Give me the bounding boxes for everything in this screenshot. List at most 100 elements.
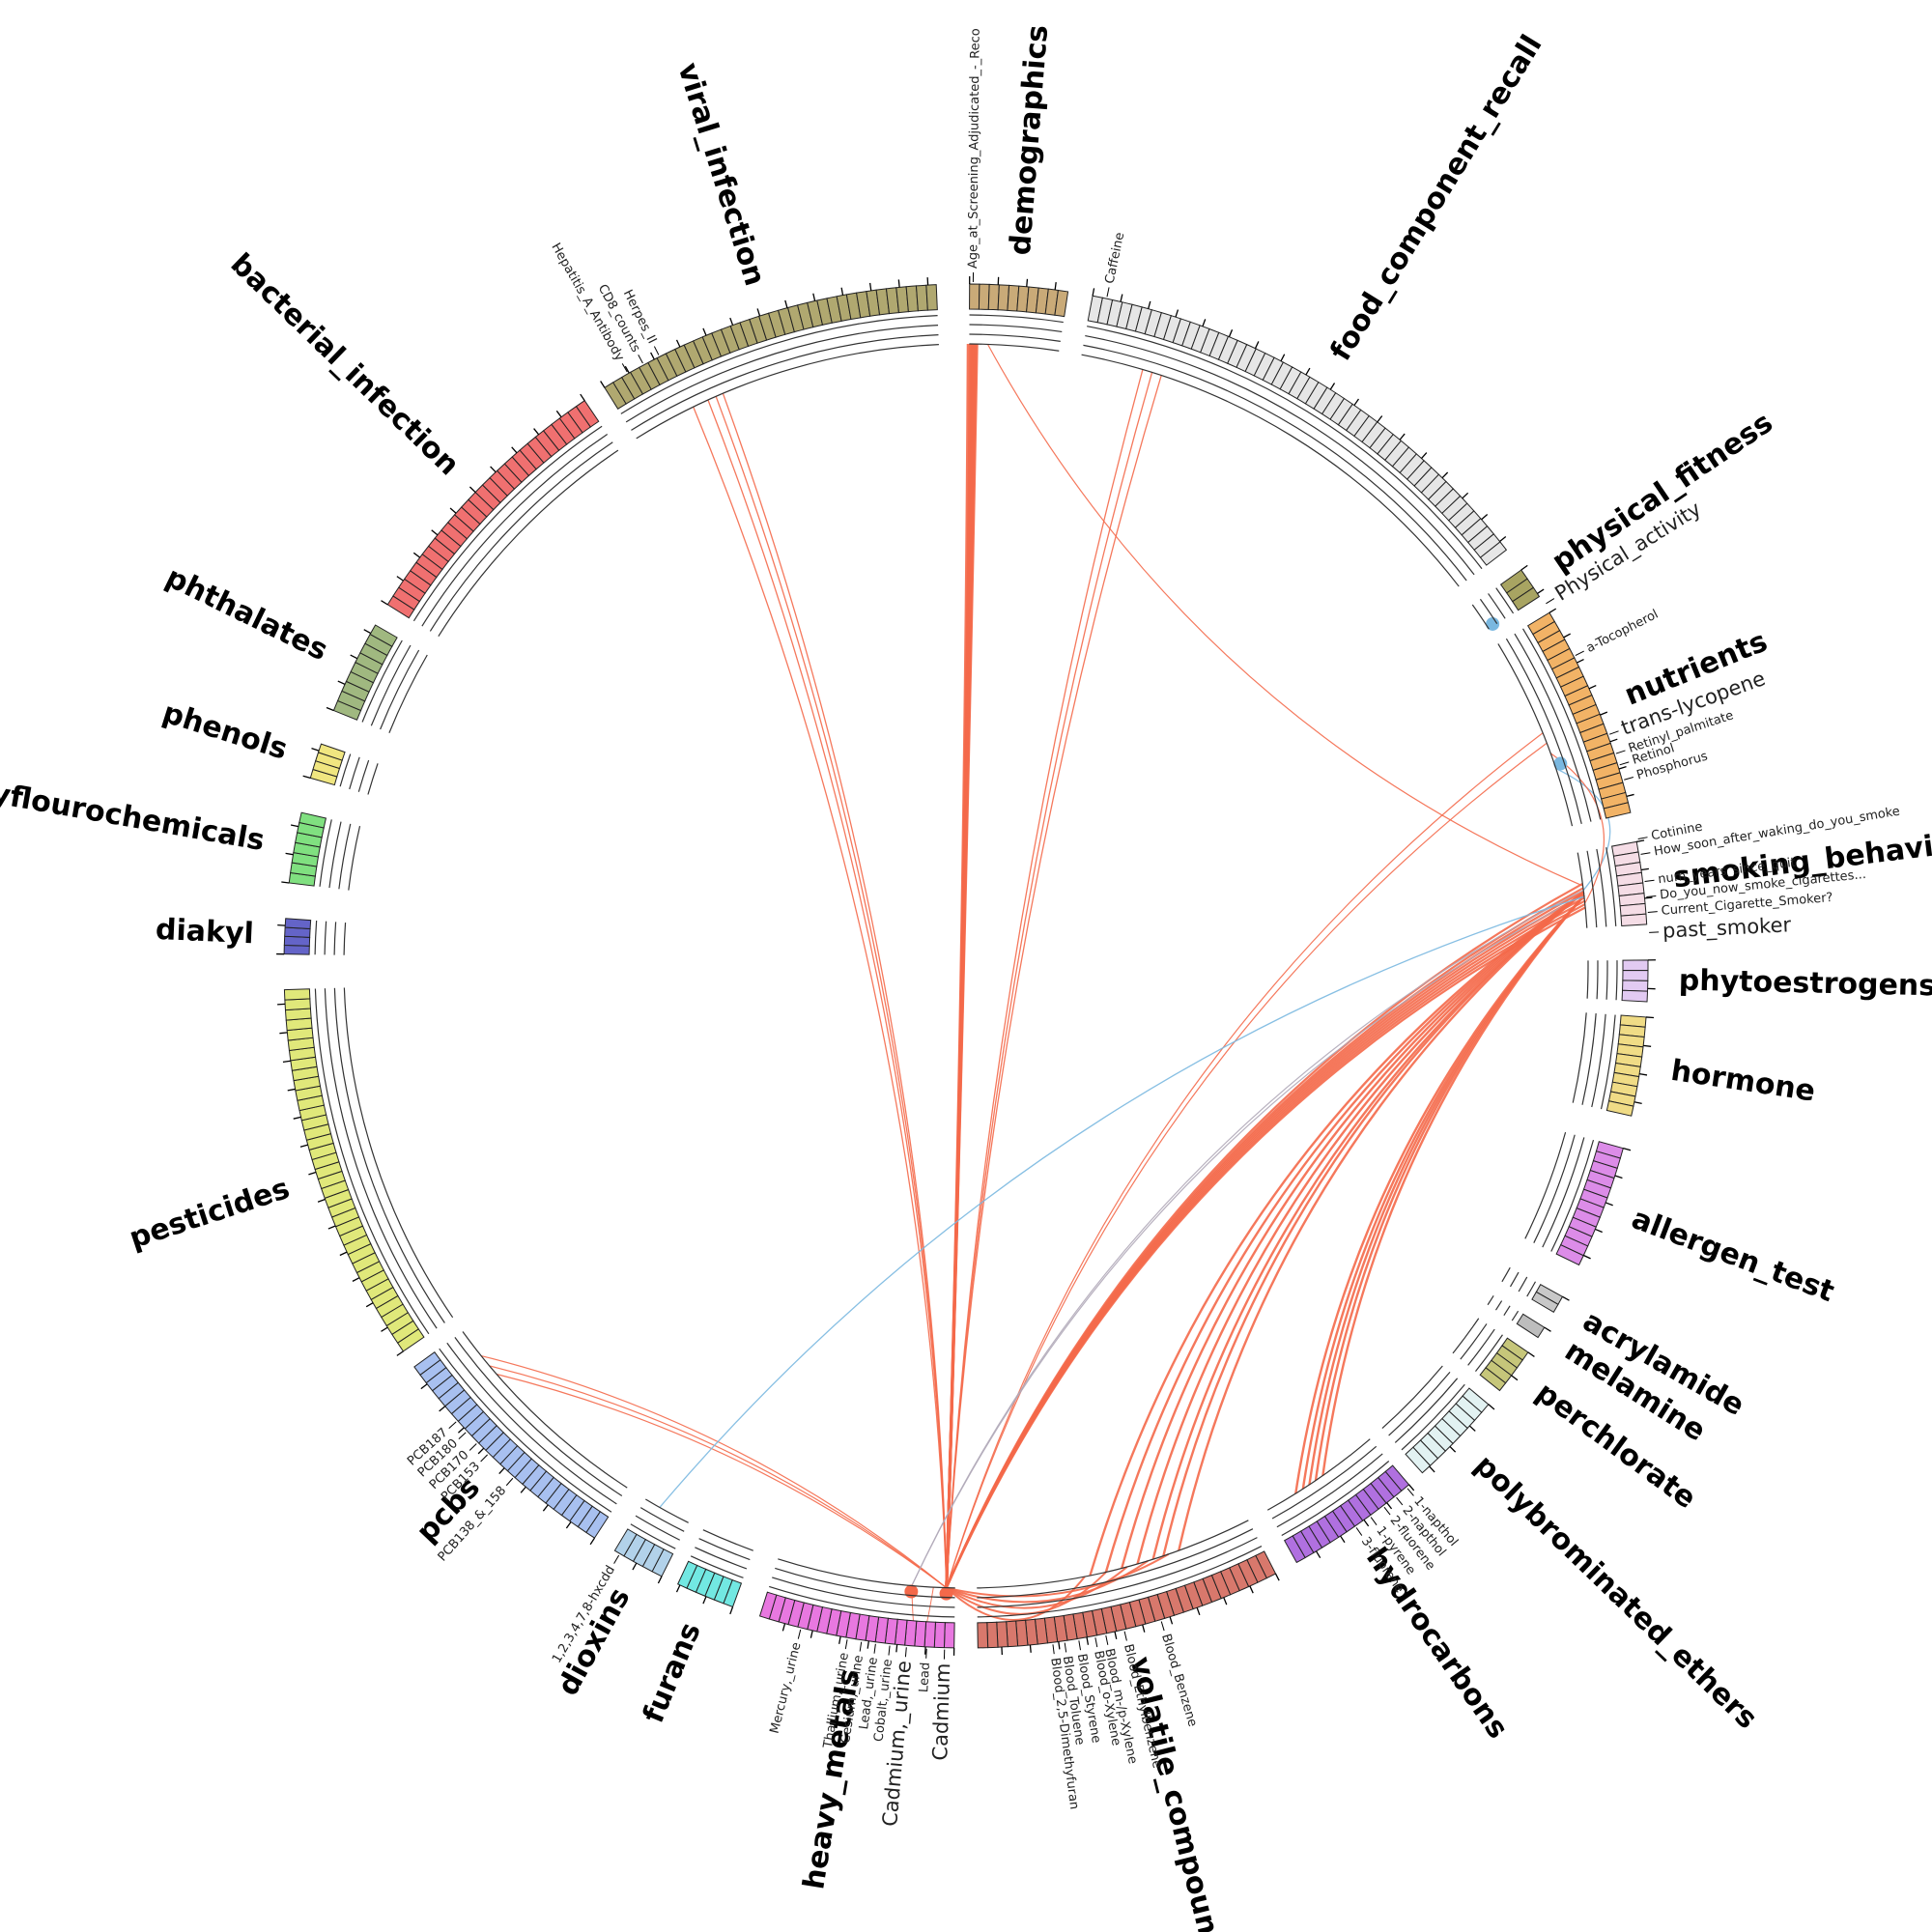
link [1089,891,1585,1577]
track-line [324,988,438,1329]
sector-bar [943,1622,955,1649]
track-line [1605,960,1608,1000]
sector-bar [1405,1446,1432,1474]
label-leader [613,1554,620,1564]
tick-mark [1254,341,1260,349]
label-leader [1575,650,1584,657]
tick-mark [1577,658,1584,664]
label-leader [480,1454,488,1463]
tick-mark [784,299,788,308]
tick-mark [1086,1636,1090,1645]
track-line [969,333,1061,342]
sector-bar [1479,541,1508,566]
label-leader [1406,1488,1414,1496]
track-line [1281,1461,1390,1537]
tick-mark [1481,514,1489,521]
sector-bar [925,284,938,311]
tick-mark [1340,1535,1346,1544]
tick-mark [1377,415,1383,423]
track-line [370,644,412,726]
variable-label: Cadmium [928,1662,954,1761]
links [480,343,1611,1646]
sector-label: diakyl [155,913,254,951]
track-line [1550,1139,1595,1252]
tick-mark [412,552,421,558]
tick-mark [1639,1073,1648,1076]
tick-mark [299,1144,308,1148]
link [946,375,1162,1588]
sector-bar [369,624,398,647]
tick-mark [1544,1326,1551,1332]
tick-mark [1645,1016,1655,1019]
tick-mark [1202,319,1207,327]
sector-bar [575,400,600,428]
link [1294,895,1585,1494]
track-line [1497,643,1574,827]
track-line [772,1577,955,1608]
tick-mark [381,1326,388,1332]
tick-mark [533,428,540,436]
link [707,399,948,1588]
sector-bar [758,1591,778,1620]
tick-mark [756,308,761,317]
label-leader [1619,761,1630,766]
track-line [324,921,327,955]
tick-mark [1274,1573,1280,1581]
label-leader [1160,1621,1165,1632]
tick-mark [702,1596,707,1605]
tick-mark [350,654,358,660]
tick-mark [838,1635,841,1644]
sector-label: phytoestrogens [1678,964,1932,1004]
track-line [1394,1378,1459,1443]
link [1549,753,1605,904]
tick-mark [326,706,334,712]
link [480,1354,948,1589]
link [946,1576,1086,1621]
track-line [1600,1014,1616,1110]
tick-mark [1634,1101,1642,1104]
tick-mark [729,317,734,326]
track-line [446,1342,617,1505]
tick-mark [1537,588,1545,594]
sector-bar [1531,1291,1559,1314]
tick-mark [1583,1254,1591,1260]
tick-mark [1363,1519,1370,1527]
sector-bar [284,998,311,1011]
track-line [698,1538,751,1561]
label-leader [1105,1634,1109,1645]
label-leader [505,1477,514,1487]
track-line [1276,1453,1383,1528]
label-leader [1647,911,1658,913]
tick-mark [339,1251,348,1257]
track-line [1495,587,1515,614]
label-leader [653,346,660,355]
tick-mark [624,365,630,374]
tick-mark [675,339,681,348]
tick-mark [439,1406,446,1412]
track-line [1596,848,1607,927]
tick-mark [290,824,299,828]
track-line [631,334,939,431]
tick-mark [1092,288,1095,297]
tick-mark [1618,766,1627,770]
sector-bar [676,1560,698,1589]
tick-mark [490,466,497,473]
label-leader [873,1643,876,1654]
track-line [690,1555,744,1578]
tick-mark [1640,867,1649,871]
track-line [977,1546,1263,1618]
tick-mark [281,881,290,884]
tick-mark [381,600,388,606]
track-line [454,1337,623,1496]
track-line [695,1547,748,1570]
tick-mark [555,410,562,418]
label-leader [458,1432,467,1440]
tick-mark [1429,1465,1435,1473]
tick-mark [396,1350,404,1356]
tick-mark [1548,608,1557,613]
track-line [388,654,428,733]
track-line [977,1537,1258,1608]
track-line [1577,852,1588,928]
track-line [357,759,370,792]
